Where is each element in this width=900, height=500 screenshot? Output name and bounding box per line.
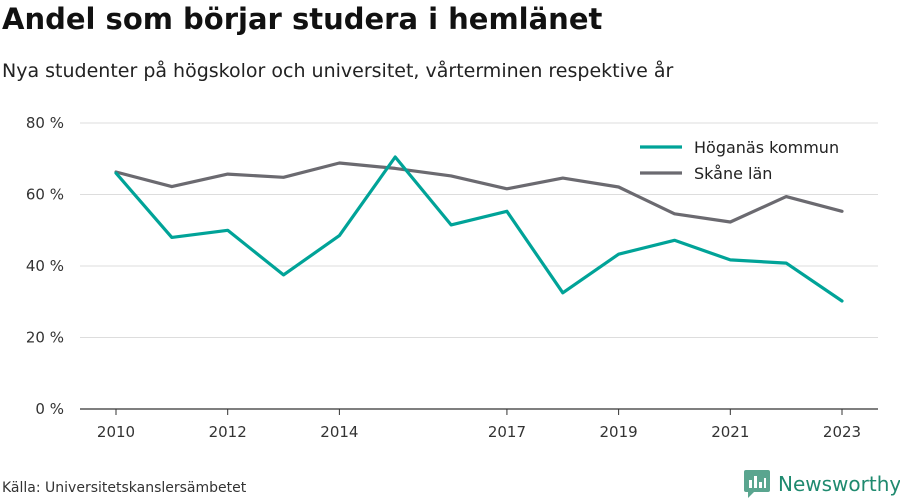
axes: 0 % 20 % 40 % 60 % 80 % 2010 2012 2014 2017 2019 2… [26, 114, 878, 441]
y-tick-label: 60 % [26, 186, 64, 204]
brand-logo: Newsworthy [744, 470, 900, 498]
legend-label: Höganäs kommun [694, 138, 839, 157]
y-tick-label: 20 % [26, 329, 64, 347]
series-line [114, 155, 844, 303]
gridlines [80, 122, 878, 338]
x-tick-label: 2019 [600, 423, 638, 441]
source-note: Källa: Universitetskanslersämbetet [2, 480, 247, 496]
x-tick-label: 2021 [711, 423, 749, 441]
bar-chart-logo-icon [744, 470, 770, 498]
series-lines [114, 155, 844, 303]
y-tick-label: 80 % [26, 114, 64, 132]
legend: Höganäs kommun Skåne län [640, 138, 839, 183]
line-chart: 0 % 20 % 40 % 60 % 80 % 2010 2012 2014 2017 2019 2… [26, 114, 878, 441]
x-tick-label: 2017 [488, 423, 526, 441]
chart-title: Andel som börjar studera i hemlänet [2, 2, 603, 36]
brand-name: Newsworthy [778, 472, 900, 496]
x-tick-label: 2023 [823, 423, 861, 441]
x-tick-label: 2010 [97, 423, 135, 441]
legend-label: Skåne län [694, 164, 772, 183]
series-line [114, 161, 844, 224]
y-tick-label: 40 % [26, 257, 64, 275]
x-tick-label: 2012 [209, 423, 247, 441]
chart-subtitle: Nya studenter på högskolor och universit… [2, 60, 674, 82]
y-tick-label: 0 % [35, 400, 64, 418]
x-tick-label: 2014 [320, 423, 358, 441]
